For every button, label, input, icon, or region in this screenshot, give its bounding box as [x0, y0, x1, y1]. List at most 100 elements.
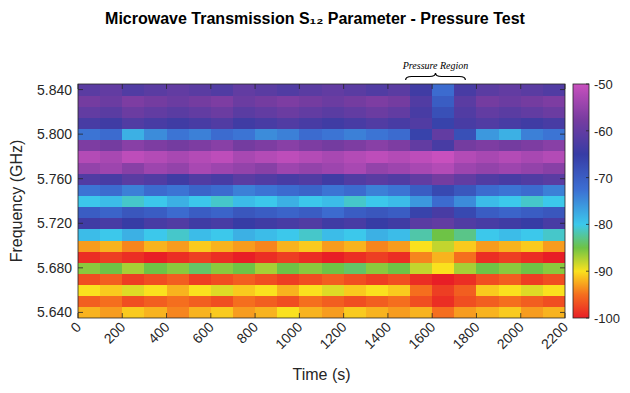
y-tick — [560, 89, 565, 90]
heatmap-cell — [521, 140, 544, 152]
heatmap-cell — [344, 229, 367, 241]
heatmap-cells — [78, 84, 565, 318]
heatmap-cell — [410, 285, 433, 297]
heatmap-cell — [543, 184, 565, 196]
heatmap-cell — [211, 84, 234, 96]
heatmap-cell — [344, 129, 367, 141]
heatmap-cell — [78, 162, 101, 174]
heatmap-cell — [476, 184, 499, 196]
heatmap-cell — [322, 95, 345, 107]
heatmap-cell — [100, 106, 123, 118]
heatmap-cell — [167, 162, 190, 174]
heatmap-cell — [322, 84, 345, 96]
heatmap-cell — [277, 207, 300, 219]
heatmap-cell — [432, 229, 455, 241]
heatmap-cell — [299, 162, 322, 174]
heatmap-cell — [454, 184, 477, 196]
heatmap-cell — [277, 140, 300, 152]
heatmap-cell — [211, 195, 234, 207]
y-tick — [78, 312, 83, 313]
heatmap-cell — [410, 84, 433, 96]
heatmap-cell — [388, 84, 411, 96]
heatmap-cell — [277, 285, 300, 297]
heatmap-cell — [167, 207, 190, 219]
heatmap-cell — [344, 106, 367, 118]
heatmap-cell — [299, 106, 322, 118]
heatmap-cell — [499, 251, 522, 263]
x-tick-label: 2200 — [538, 319, 571, 352]
heatmap-cell — [144, 240, 167, 252]
heatmap-cell — [211, 117, 234, 129]
y-tick-label: 5.760 — [37, 171, 72, 187]
heatmap-cell — [521, 251, 544, 263]
heatmap-cell — [366, 95, 389, 107]
heatmap-cell — [543, 218, 565, 230]
heatmap-cell — [388, 162, 411, 174]
heatmap-cell — [277, 195, 300, 207]
heatmap-cell — [144, 106, 167, 118]
x-tick-label: 400 — [145, 319, 173, 347]
heatmap-cell — [78, 106, 101, 118]
heatmap-cell — [299, 184, 322, 196]
heatmap-cell — [144, 251, 167, 263]
heatmap-cell — [476, 207, 499, 219]
heatmap-cell — [233, 251, 256, 263]
heatmap-cell — [167, 251, 190, 263]
heatmap-cell — [521, 240, 544, 252]
y-axis-title: Frequency (GHz) — [8, 140, 25, 263]
heatmap-cell — [344, 251, 367, 263]
heatmap-cell — [543, 117, 565, 129]
heatmap-cell — [322, 229, 345, 241]
heatmap-cell — [233, 307, 256, 318]
heatmap-cell — [388, 240, 411, 252]
heatmap-cell — [211, 273, 234, 285]
heatmap-cell — [366, 151, 389, 163]
heatmap-cell — [410, 151, 433, 163]
heatmap-cell — [211, 240, 234, 252]
heatmap-cell — [167, 285, 190, 297]
heatmap-cell — [277, 106, 300, 118]
y-tick — [78, 223, 83, 224]
heatmap-cell — [167, 218, 190, 230]
colorbar-tick-label: -50 — [594, 77, 613, 92]
heatmap-cell — [366, 184, 389, 196]
heatmap-cell — [299, 273, 322, 285]
heatmap-cell — [410, 129, 433, 141]
heatmap-cell — [189, 95, 212, 107]
heatmap-cell — [521, 95, 544, 107]
heatmap-cell — [211, 285, 234, 297]
heatmap-cell — [322, 129, 345, 141]
heatmap-cell — [454, 262, 477, 274]
heatmap-cell — [410, 251, 433, 263]
heatmap-cell — [344, 84, 367, 96]
heatmap-cell — [122, 229, 145, 241]
heatmap-cell — [543, 251, 565, 263]
heatmap-cell — [499, 273, 522, 285]
heatmap-cell — [366, 296, 389, 308]
heatmap-cell — [543, 273, 565, 285]
heatmap-cell — [454, 151, 477, 163]
heatmap-cell — [499, 296, 522, 308]
heatmap-cell — [366, 84, 389, 96]
heatmap-cell — [388, 195, 411, 207]
heatmap-cell — [299, 262, 322, 274]
y-tick — [560, 134, 565, 135]
heatmap-cell — [521, 229, 544, 241]
x-tick — [210, 313, 211, 318]
heatmap-cell — [189, 184, 212, 196]
heatmap-cell — [277, 251, 300, 263]
heatmap-cell — [521, 117, 544, 129]
heatmap-cell — [543, 307, 565, 318]
heatmap-cell — [543, 140, 565, 152]
heatmap-cell — [521, 173, 544, 185]
heatmap-cell — [78, 95, 101, 107]
heatmap-cell — [233, 162, 256, 174]
heatmap-cell — [322, 262, 345, 274]
x-tick — [565, 313, 566, 318]
heatmap-cell — [299, 240, 322, 252]
heatmap-cell — [366, 106, 389, 118]
x-tick — [122, 84, 123, 89]
heatmap-cell — [499, 218, 522, 230]
heatmap-cell — [366, 162, 389, 174]
heatmap-cell — [521, 84, 544, 96]
